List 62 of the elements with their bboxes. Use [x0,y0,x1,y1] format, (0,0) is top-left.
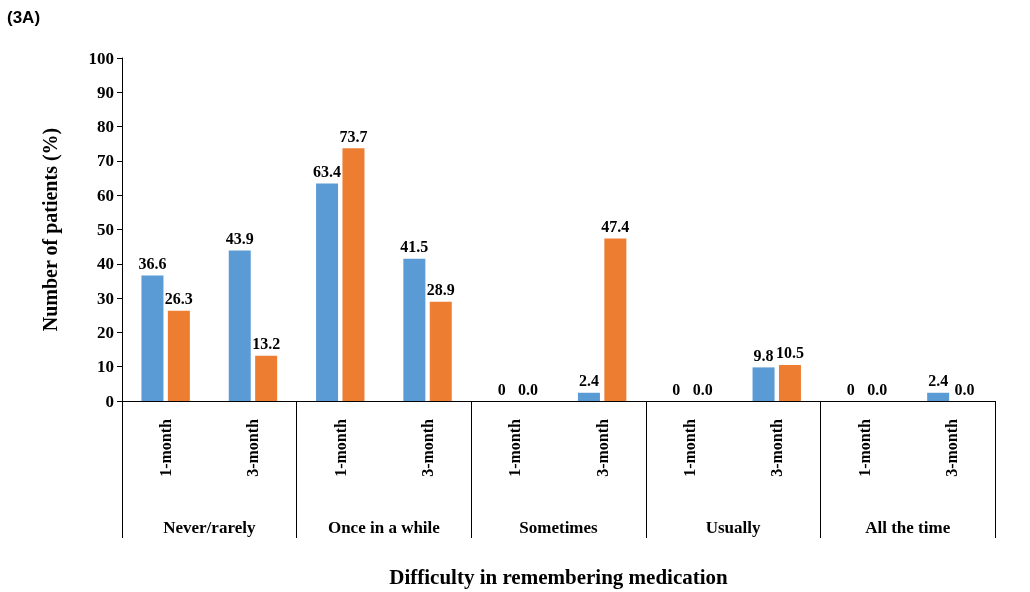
data-label: 28.9 [426,281,455,299]
x-tick-label: 3-month [942,418,960,477]
data-label: 0.0 [692,380,713,398]
data-label: 2.4 [928,372,949,390]
y-tick-label: 60 [97,185,114,205]
bar [778,364,801,401]
data-label: 0 [497,380,506,398]
bar [167,310,190,401]
x-tick-label: 1-month [506,418,524,477]
x-tick-label: 1-month [855,418,873,477]
y-tick-label: 40 [97,254,114,274]
data-label: 0.0 [867,380,888,398]
bar [342,148,365,401]
y-tick-label: 100 [88,48,114,68]
y-tick-label: 80 [97,117,114,137]
y-tick-label: 20 [97,322,114,342]
x-tick-label: 1-month [331,418,349,477]
data-label: 0.0 [954,380,975,398]
y-axis-title: Number of patients (%) [39,127,62,332]
data-label: 47.4 [601,217,630,235]
bar [604,238,627,401]
data-label: 63.4 [313,163,342,181]
text: Usually [705,518,761,537]
data-label: 0 [672,380,681,398]
y-tick-label: 50 [97,220,114,239]
bar [141,275,164,401]
bar [228,250,251,401]
data-label: 43.9 [225,229,254,247]
x-tick-label: 1-month [680,418,698,477]
x-tick-label: 3-month [593,418,611,477]
x-tick-label: 3-month [244,418,262,477]
text: Once in a while [327,518,441,537]
text: All the time [865,518,951,537]
text: Never/rarely [163,518,256,537]
bar [316,183,339,401]
text: Sometimes [519,518,599,537]
bar [927,392,950,401]
data-label: 9.8 [753,346,774,364]
bar [255,355,278,401]
bar [403,258,426,401]
data-label: 41.5 [400,238,429,256]
bar [429,301,452,401]
y-tick-label: 0 [105,391,114,411]
chart-title: (3A) [7,8,41,27]
bar [752,367,775,401]
data-label: 26.3 [164,290,193,308]
y-tick-label: 10 [97,357,114,377]
x-tick-label: 3-month [768,418,786,477]
x-axis-title: Difficulty in remembering medication [389,564,729,589]
data-label: 13.2 [252,335,281,353]
data-label: 10.5 [775,344,804,362]
x-tick-label: 1-month [157,418,175,477]
data-label: 36.6 [138,254,167,272]
data-label: 0.0 [518,380,539,398]
data-label: 2.4 [578,372,599,390]
y-tick-label: 70 [97,151,114,171]
x-tick-label: 3-month [419,418,437,477]
y-tick-label: 30 [97,288,114,308]
data-label: 0 [846,380,855,398]
bar [577,392,600,401]
data-label: 73.7 [339,127,368,145]
y-tick-label: 90 [97,82,114,102]
